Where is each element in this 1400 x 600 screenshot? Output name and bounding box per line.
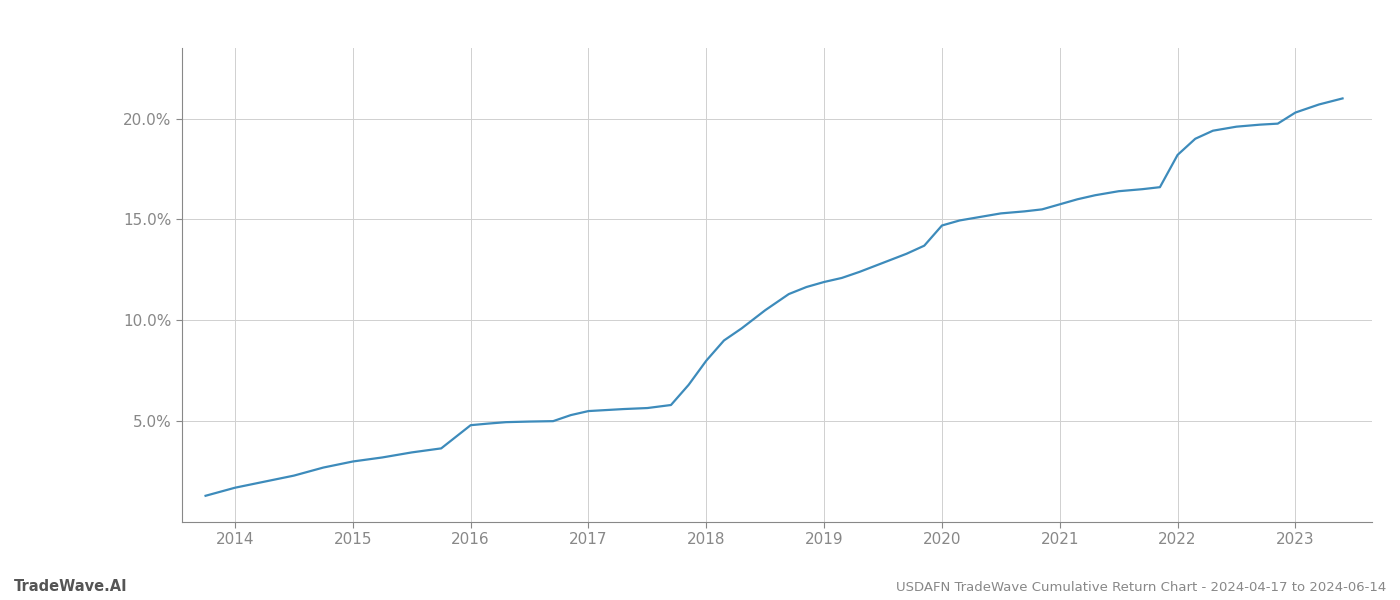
Text: USDAFN TradeWave Cumulative Return Chart - 2024-04-17 to 2024-06-14: USDAFN TradeWave Cumulative Return Chart… — [896, 581, 1386, 594]
Text: TradeWave.AI: TradeWave.AI — [14, 579, 127, 594]
